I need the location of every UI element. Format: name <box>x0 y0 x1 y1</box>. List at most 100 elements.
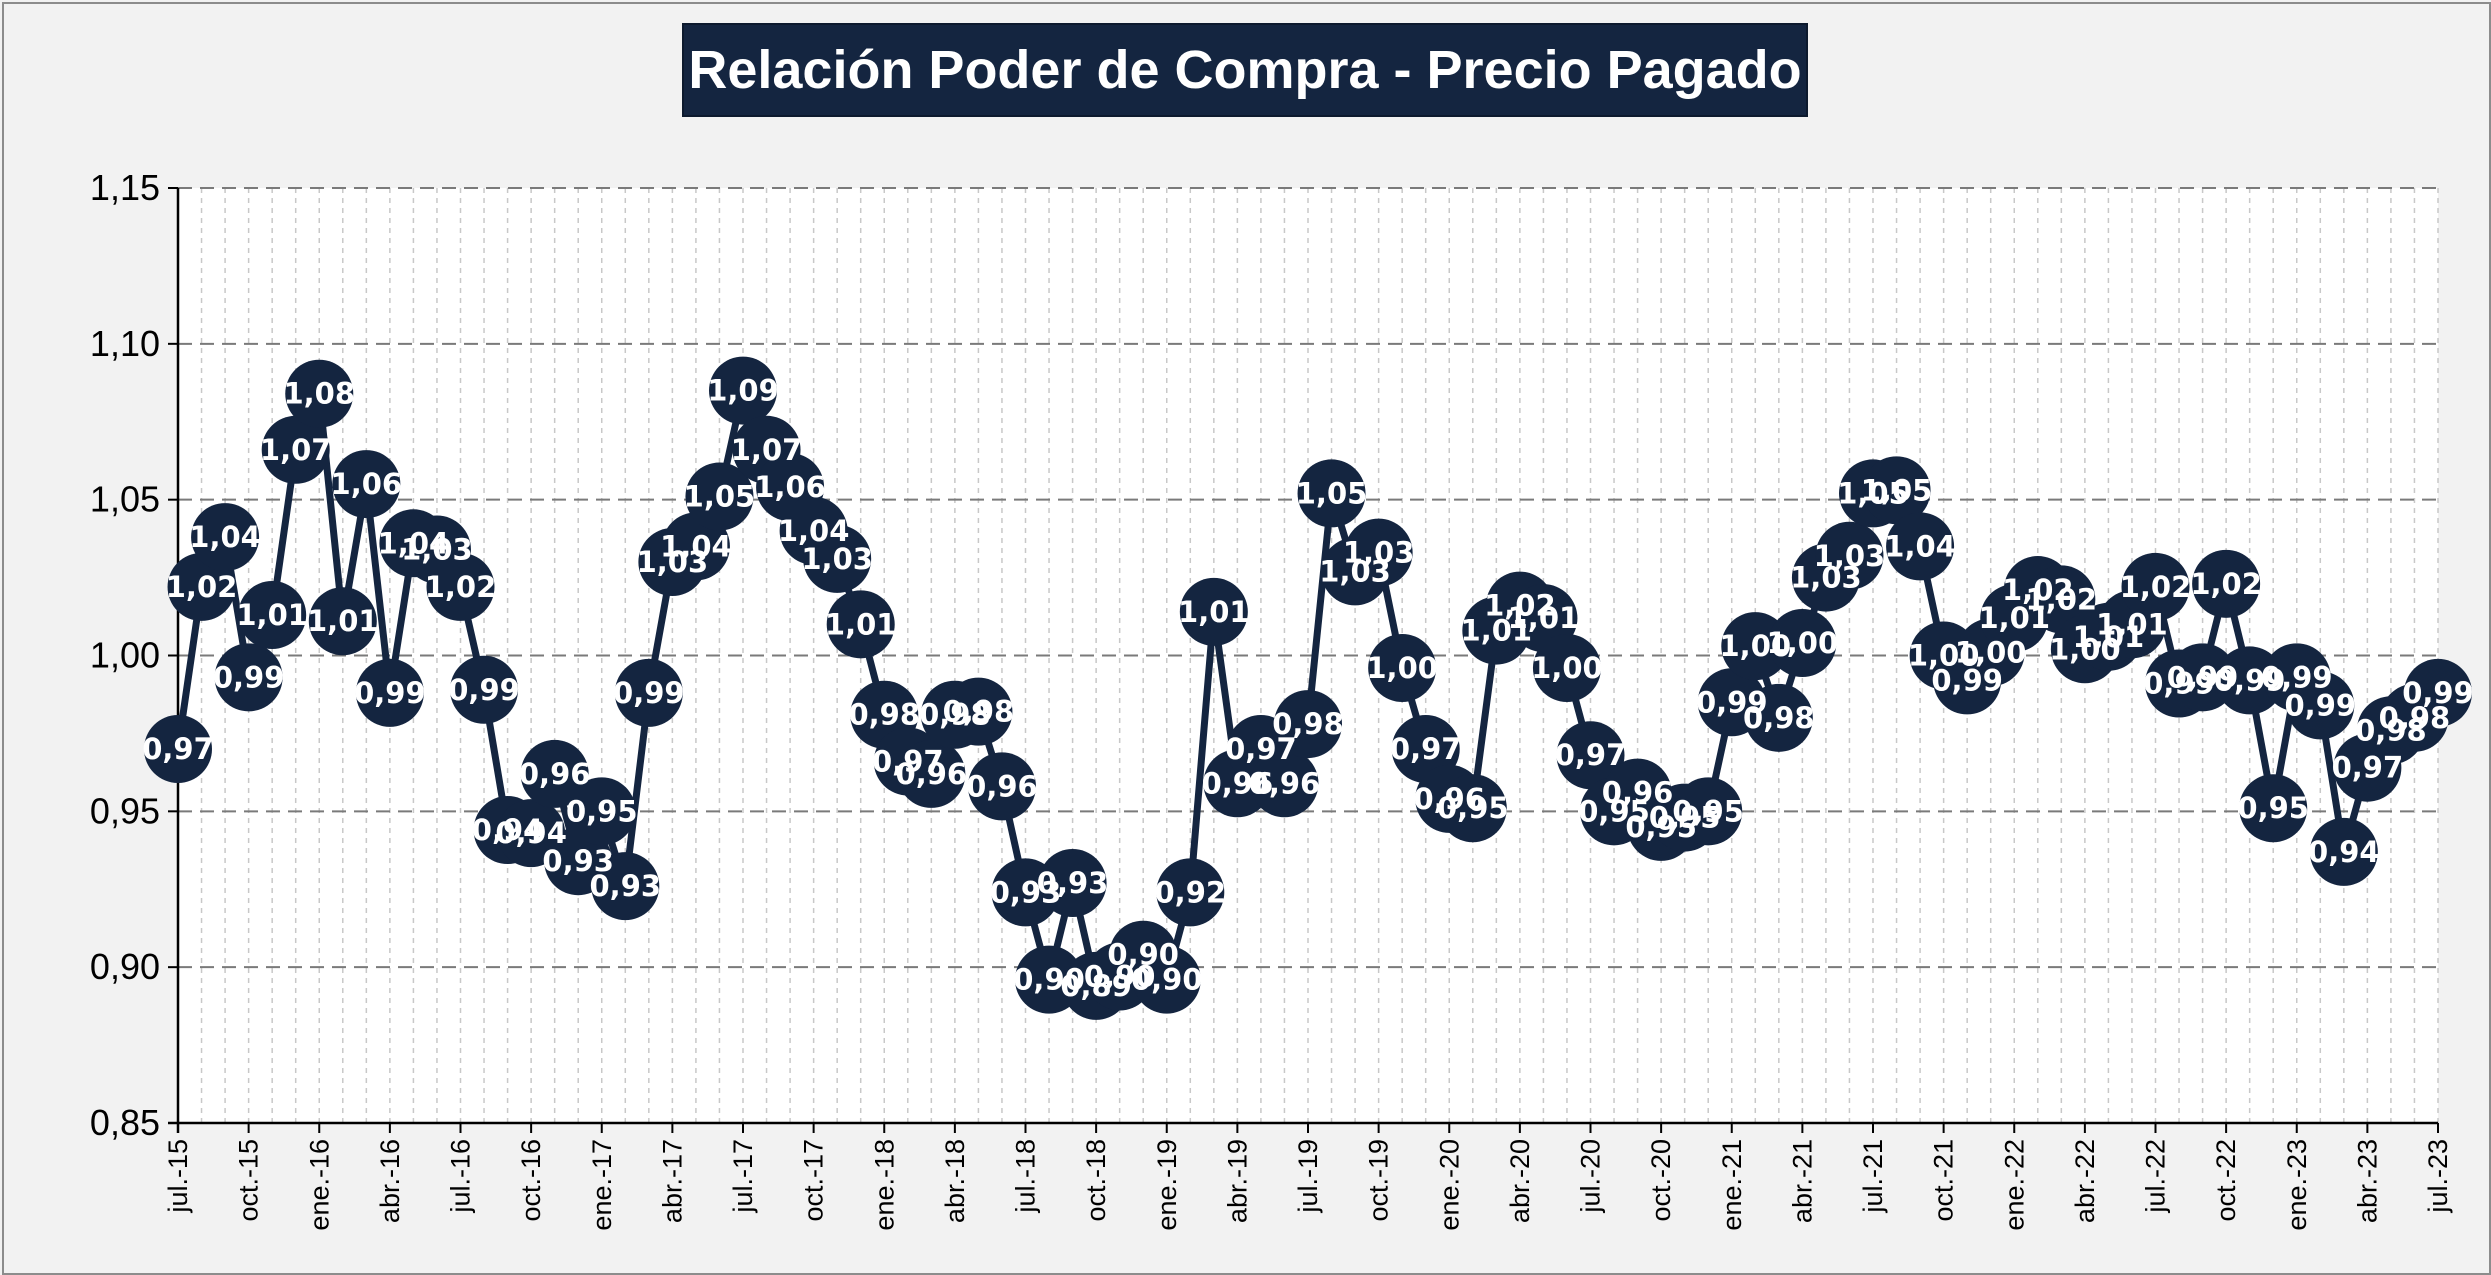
data-point-marker <box>1250 749 1319 818</box>
x-tick-label: oct.-15 <box>234 1139 264 1222</box>
data-point-marker <box>2309 817 2378 886</box>
data-label: 1,02 <box>166 570 238 604</box>
data-label: 1,02 <box>2190 567 2262 601</box>
data-point-marker <box>1438 774 1507 843</box>
data-label: 1,03 <box>637 545 709 579</box>
x-axis-ticks: jul.-15 oct.-15 ene.-16 abr.-16 jul.-16 oct.-… <box>163 1123 2453 1231</box>
x-tick-label: oct.-21 <box>1929 1139 1959 1222</box>
data-label: 0,96 <box>1249 766 1321 800</box>
data-point-marker <box>709 356 777 425</box>
data-label: 1,04 <box>1884 529 1956 563</box>
x-tick-label: abr.-20 <box>1505 1139 1535 1223</box>
data-point-marker <box>2286 671 2355 740</box>
data-label: 1,00 <box>1767 626 1839 660</box>
data-label: 1,05 <box>1837 476 1909 510</box>
x-tick-label: oct.-16 <box>516 1139 546 1222</box>
chart-title: Relación Poder de Compra - Precio Pagado <box>684 25 1806 115</box>
data-label: 0,99 <box>2214 663 2286 697</box>
axes <box>168 188 2438 1133</box>
x-tick-label: ene.-20 <box>1434 1139 1464 1231</box>
y-tick-label: 0,95 <box>90 790 160 831</box>
data-label: 0,97 <box>1225 732 1297 766</box>
data-label: 1,01 <box>1178 595 1250 629</box>
y-tick-label: 0,85 <box>90 1102 160 1143</box>
data-label: 1,01 <box>1508 601 1580 635</box>
data-label: 0,93 <box>542 844 614 878</box>
data-point-marker <box>1556 721 1625 790</box>
data-point-marker <box>1344 518 1413 587</box>
x-tick-label: jul.-19 <box>1293 1139 1323 1214</box>
data-point-marker <box>355 658 424 727</box>
data-label: 0,98 <box>2355 713 2427 747</box>
data-label: 0,98 <box>848 698 920 732</box>
data-point-marker <box>144 715 212 783</box>
data-label: 0,99 <box>2261 660 2333 694</box>
data-label: 1,04 <box>378 526 450 560</box>
data-point-marker <box>1038 849 1107 918</box>
x-tick-label: ene.-19 <box>1152 1139 1182 1231</box>
data-point-marker <box>2239 774 2308 843</box>
data-label: 0,90 <box>1084 960 1156 994</box>
data-label: 0,95 <box>1578 794 1650 828</box>
data-label: 0,93 <box>1037 866 1109 900</box>
data-label: 1,04 <box>660 529 732 563</box>
x-tick-label: jul.-15 <box>163 1139 193 1214</box>
data-label: 0,97 <box>872 744 944 778</box>
data-point-marker <box>191 503 260 572</box>
data-point-marker <box>1274 690 1342 759</box>
data-point-marker <box>238 580 307 649</box>
data-label: 0,96 <box>1202 766 1274 800</box>
data-label: 0,94 <box>2308 835 2380 869</box>
x-tick-label: abr.-17 <box>657 1139 687 1223</box>
data-label: 0,99 <box>213 660 285 694</box>
data-label: 1,04 <box>778 514 850 548</box>
x-tick-label: abr.-19 <box>1222 1139 1252 1223</box>
data-label: 0,99 <box>448 673 520 707</box>
data-label: 1,02 <box>2002 573 2074 607</box>
data-label: 1,01 <box>1461 614 1533 648</box>
data-point-marker <box>967 752 1036 821</box>
x-tick-label: jul.-23 <box>2423 1139 2453 1214</box>
data-point-marker <box>332 450 401 519</box>
data-label: 1,06 <box>754 470 826 504</box>
data-label: 1,00 <box>1366 651 1438 685</box>
data-label: 1,05 <box>1296 476 1368 510</box>
data-label: 1,00 <box>1908 639 1980 673</box>
data-label: 1,04 <box>189 520 261 554</box>
data-label: 0,92 <box>1155 875 1227 909</box>
data-points: 0,97 1,02 1,04 0,99 1,01 1,07 1,08 1,01 1,06 0,99… <box>142 356 2474 1020</box>
x-tick-label: ene.-23 <box>2282 1139 2312 1231</box>
data-label: 1,06 <box>331 467 403 501</box>
data-label: 1,00 <box>1531 651 1603 685</box>
x-tick-label: abr.-23 <box>2352 1139 2382 1223</box>
data-label: 0,97 <box>1390 732 1462 766</box>
data-label: 0,98 <box>2379 701 2451 735</box>
x-tick-label: ene.-22 <box>1999 1139 2029 1231</box>
x-tick-label: jul.-16 <box>446 1139 476 1214</box>
data-label: 0,99 <box>2285 688 2357 722</box>
data-point-marker <box>1532 633 1601 702</box>
data-point-marker <box>1297 459 1366 528</box>
data-label: 1,01 <box>2096 607 2168 641</box>
data-label: 0,90 <box>1013 963 1085 997</box>
data-label: 0,99 <box>354 676 426 710</box>
data-point-marker <box>2121 552 2190 621</box>
data-label: 0,97 <box>142 732 214 766</box>
data-label: 0,93 <box>990 875 1062 909</box>
data-point-marker <box>1674 777 1743 846</box>
data-label: 1,07 <box>260 433 332 467</box>
data-point-marker <box>520 739 589 808</box>
data-label: 1,02 <box>425 570 497 604</box>
x-tick-label: oct.-20 <box>1646 1139 1676 1222</box>
data-label: 0,96 <box>966 769 1038 803</box>
data-label: 0,94 <box>495 816 567 850</box>
data-label: 0,98 <box>919 698 991 732</box>
data-point-marker <box>1179 577 1248 646</box>
data-point-marker <box>944 677 1013 746</box>
data-label: 1,00 <box>1720 629 1792 663</box>
data-label: 1,01 <box>2073 620 2145 654</box>
data-label: 0,95 <box>1625 810 1697 844</box>
data-point-marker <box>1744 683 1813 752</box>
y-axis-ticks: 0,85 0,90 0,95 1,00 1,05 1,10 1,15 <box>90 167 178 1143</box>
data-label: 0,94 <box>472 813 544 847</box>
